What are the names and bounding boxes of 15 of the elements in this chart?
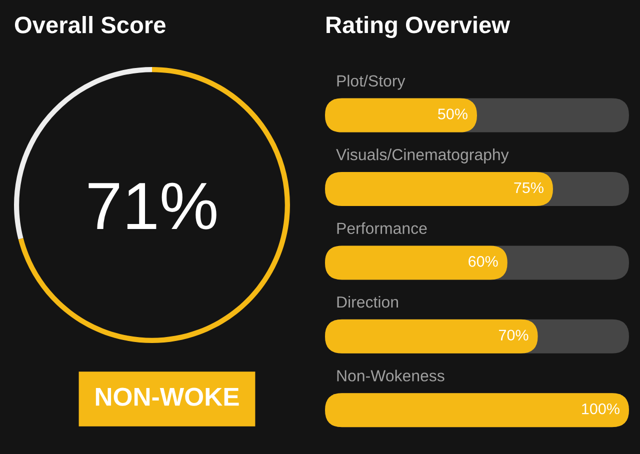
y-tick-label: Non-Wokeness: [337, 370, 444, 382]
y-tick-label: Direction: [337, 296, 398, 308]
data-label: 50%: [438, 108, 468, 120]
data-label: 60%: [468, 256, 498, 267]
y-tick-label: Plot/Story: [337, 74, 406, 90]
text: NON-WOKE: [96, 388, 239, 406]
data-label: 70%: [499, 330, 528, 341]
y-tick-label: Visuals/Cinematography: [336, 148, 509, 164]
text: 71%: [88, 182, 216, 230]
data-label: 75%: [514, 182, 544, 194]
chart-title: Overall Score: [14, 16, 166, 34]
y-tick-label: Performance: [337, 222, 427, 234]
data-label: 100%: [582, 403, 620, 414]
chart-title: Rating Overview: [326, 16, 510, 38]
donut-slice: [18, 67, 290, 343]
